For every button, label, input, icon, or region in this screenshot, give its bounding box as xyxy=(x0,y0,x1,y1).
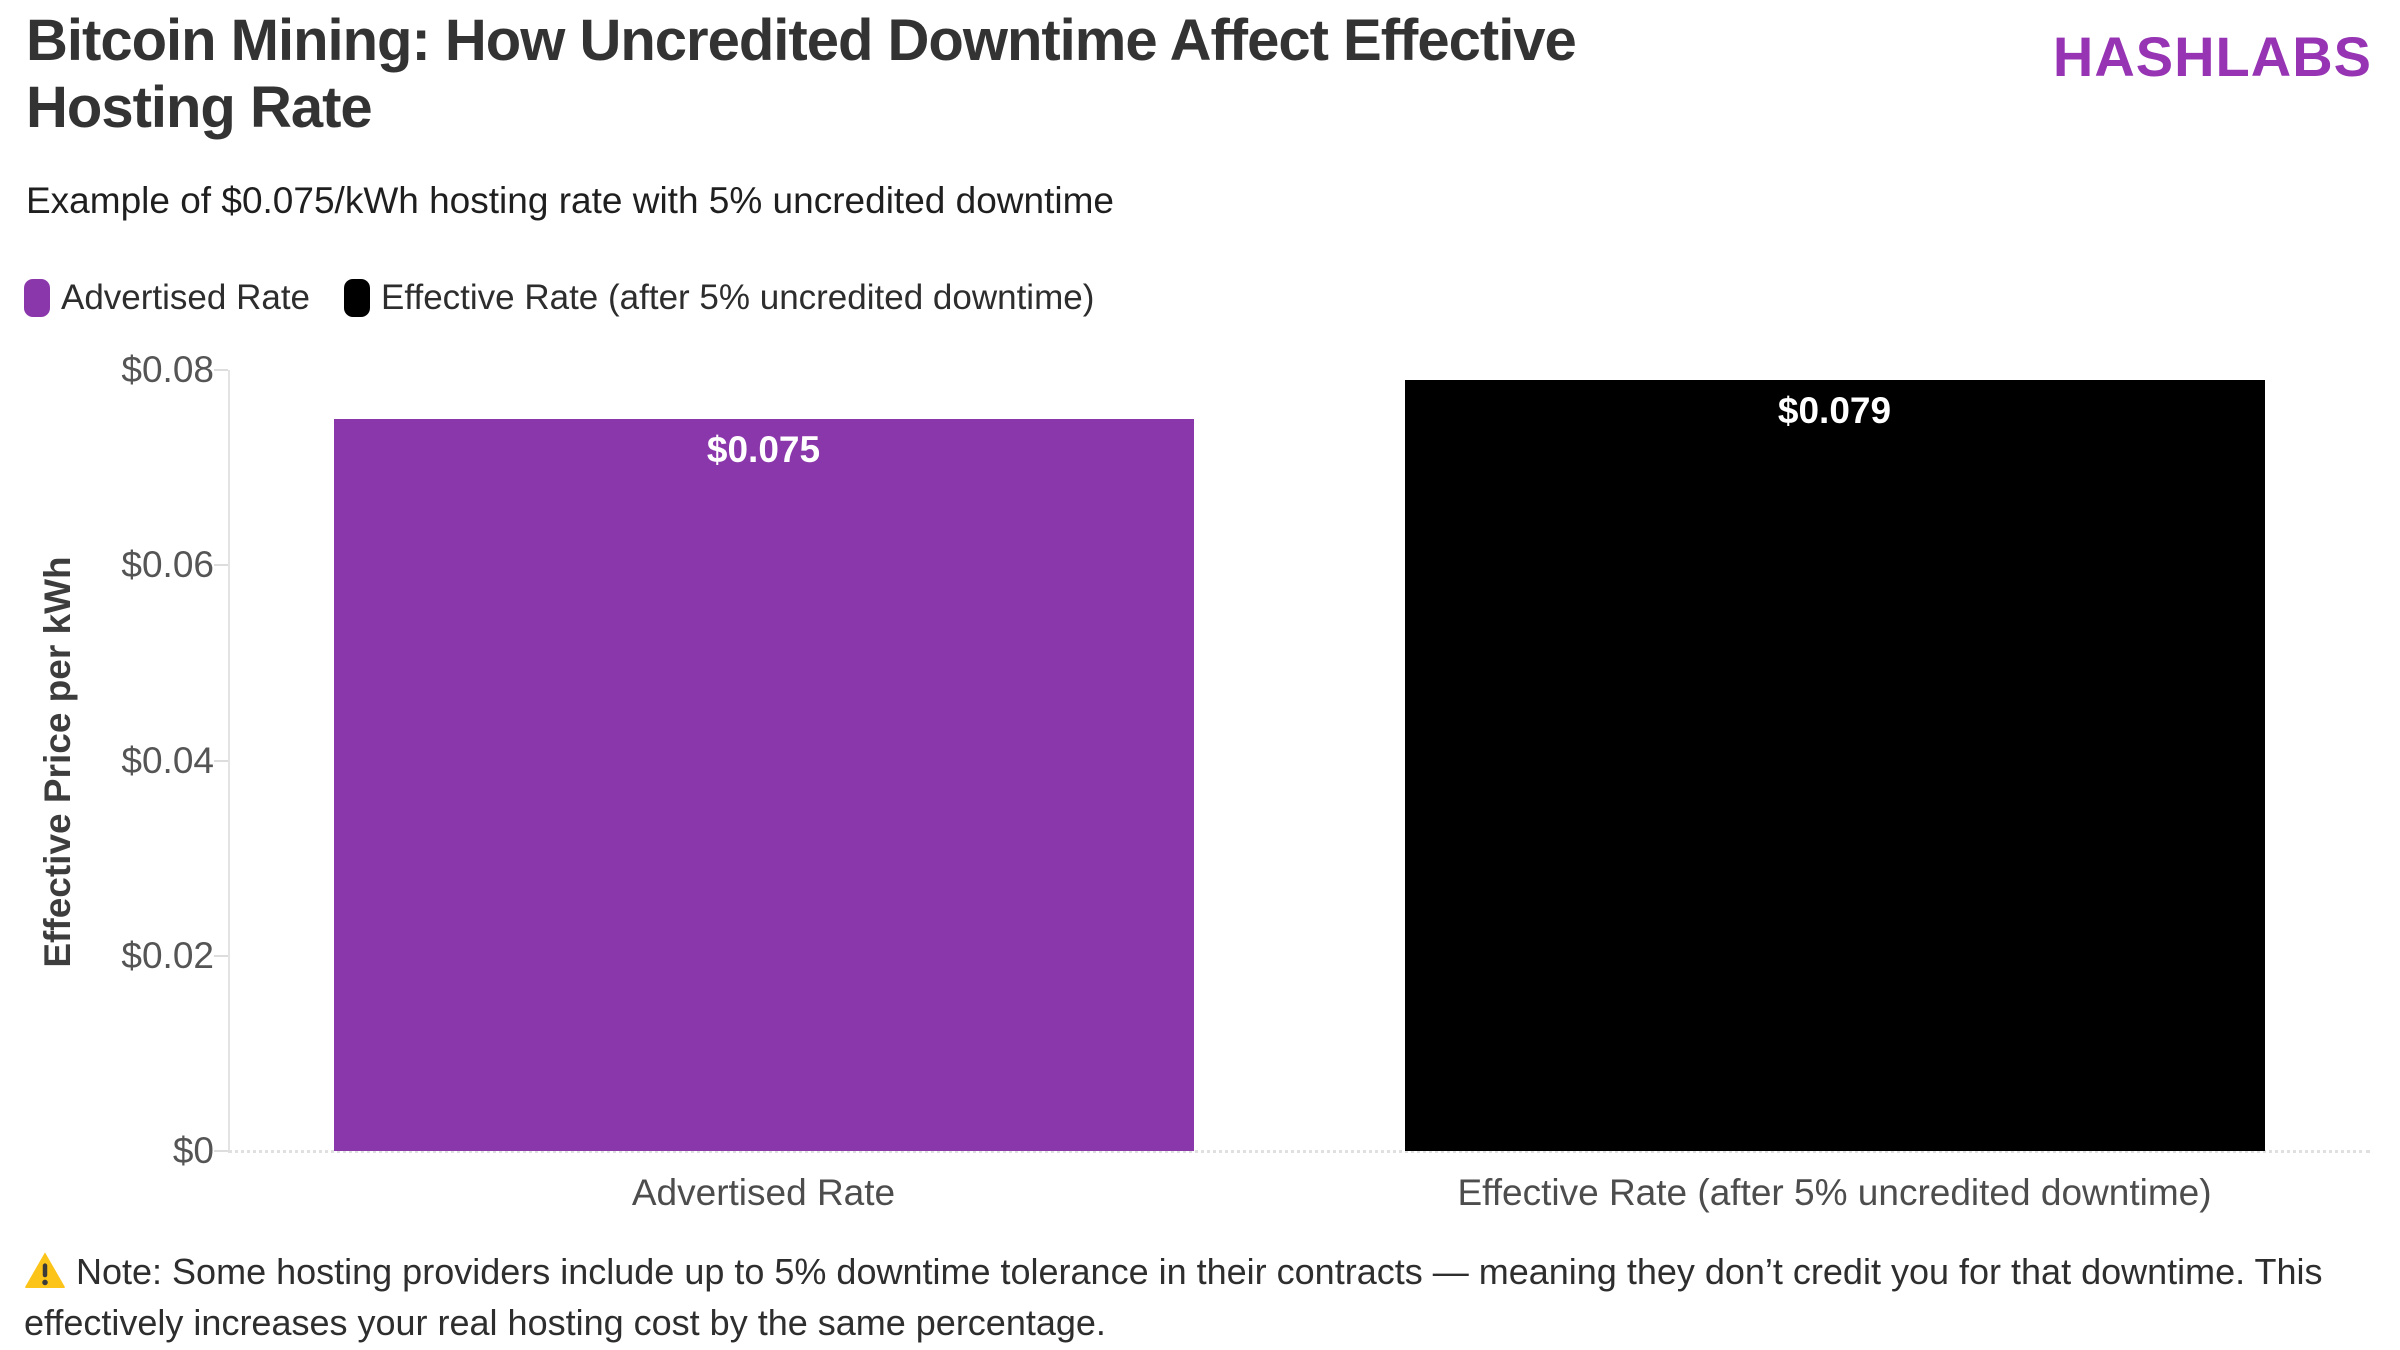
legend-item-0: Advertised Rate xyxy=(24,278,310,318)
y-tick-mark xyxy=(214,369,228,371)
y-tick-mark xyxy=(214,954,228,957)
y-tick-mark xyxy=(214,564,228,567)
y-tick-label: $0.04 xyxy=(121,739,214,781)
page-title: Bitcoin Mining: How Uncredited Downtime … xyxy=(26,8,1926,141)
y-tick-label: $0 xyxy=(172,1130,214,1171)
x-axis-label: Advertised Rate xyxy=(631,1172,896,1213)
legend-swatch xyxy=(24,279,50,317)
y-tick-label: $0.06 xyxy=(121,544,214,586)
x-axis-label: Effective Rate (after 5% uncredited down… xyxy=(1457,1172,2212,1213)
page-title-line2: Hosting Rate xyxy=(26,74,373,140)
y-tick-label: $0.08 xyxy=(121,349,214,390)
bar-value-label: $0.075 xyxy=(706,428,821,470)
legend-label: Effective Rate (after 5% uncredited down… xyxy=(381,278,1095,317)
legend-item-1: Effective Rate (after 5% uncredited down… xyxy=(344,278,1094,318)
chart-subtitle: Example of $0.075/kWh hosting rate with … xyxy=(26,180,1114,221)
page-title-line1: Bitcoin Mining: How Uncredited Downtime … xyxy=(26,8,1577,73)
y-tick-mark xyxy=(214,1150,228,1152)
hashlabs-logo: HASHLABS xyxy=(2052,25,2372,88)
bar-value-label: $0.079 xyxy=(1777,389,1892,431)
bar-0: $0.075 xyxy=(333,418,1194,1151)
y-axis-line xyxy=(228,370,230,1151)
x-axis-baseline xyxy=(228,1150,2370,1153)
legend-swatch xyxy=(344,279,371,317)
bar-1: $0.079 xyxy=(1404,379,2265,1151)
y-tick-label: $0.02 xyxy=(121,934,214,976)
footnote: Note: Some hosting providers include up … xyxy=(24,1246,2380,1348)
y-tick-mark xyxy=(214,759,228,762)
legend-label: Advertised Rate xyxy=(61,278,311,317)
footnote-text: Note: Some hosting providers include up … xyxy=(24,1251,2323,1344)
legend: Advertised Rate Effective Rate (after 5% … xyxy=(24,278,1094,318)
warning-icon xyxy=(25,1252,65,1288)
